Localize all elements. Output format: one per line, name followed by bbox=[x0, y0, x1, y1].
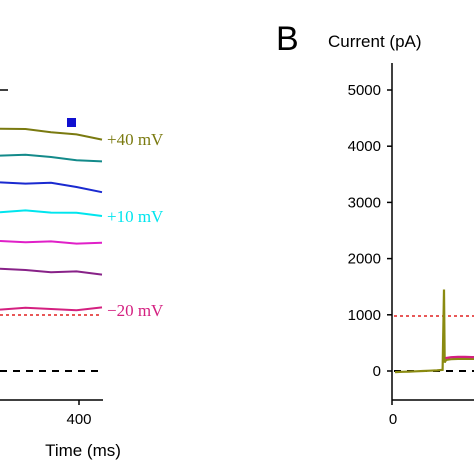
trace-label-plus10: +10 mV bbox=[107, 207, 164, 226]
panel-b-traces bbox=[394, 289, 474, 374]
panel-a-x-axis-label: Time (ms) bbox=[45, 441, 121, 460]
panel-a-x-tick-label: 400 bbox=[66, 411, 91, 428]
panel-b-trace-0 bbox=[394, 289, 474, 374]
panel-a-trace-4 bbox=[0, 240, 103, 245]
panel-a-trace-0 bbox=[0, 127, 103, 141]
panel-b-y-tick-label-3: 3000 bbox=[348, 194, 381, 211]
panel-b-y-tick-label-4: 4000 bbox=[348, 138, 381, 155]
panel-a-trace-2 bbox=[0, 181, 103, 194]
panel-b-y-ticks: 0 1000 2000 3000 4000 5000 bbox=[348, 82, 392, 380]
panel-b-x-tick-label: 0 bbox=[389, 411, 397, 428]
panel-a-trace-3 bbox=[0, 209, 103, 217]
trace-label-minus20: −20 mV bbox=[107, 301, 164, 320]
panel-a-trace-6 bbox=[0, 306, 103, 312]
panel-b-label: B bbox=[276, 20, 299, 58]
panel-b-y-tick-label-1: 1000 bbox=[348, 307, 381, 324]
panel-b-y-tick-label-0: 0 bbox=[373, 363, 381, 380]
panel-a-trace-5 bbox=[0, 267, 103, 276]
panel-b-y-axis-label: Current (pA) bbox=[328, 32, 422, 51]
panel-b-y-tick-label-2: 2000 bbox=[348, 251, 381, 268]
panel-b: B Current (pA) 0 0 1000 2000 3000 4000 5000 bbox=[276, 20, 474, 428]
panel-a: 400 Time (ms) +40 mV +10 mV −20 mV bbox=[0, 89, 164, 460]
trace-label-plus40: +40 mV bbox=[107, 130, 164, 149]
panel-a-traces bbox=[0, 127, 103, 312]
panel-b-y-tick-label-5: 5000 bbox=[348, 82, 381, 99]
panel-b-trace-1 bbox=[445, 355, 474, 360]
panel-a-marker bbox=[67, 118, 76, 127]
panel-a-trace-1 bbox=[0, 153, 103, 163]
